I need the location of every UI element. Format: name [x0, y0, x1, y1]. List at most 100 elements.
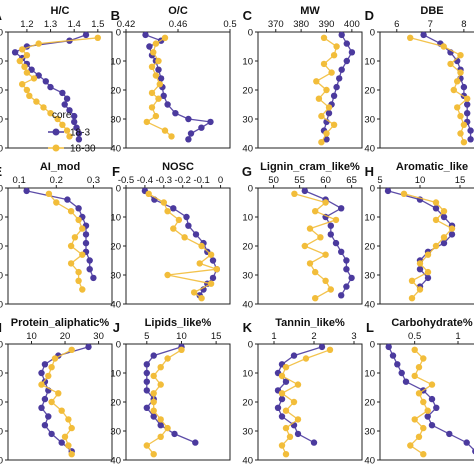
data-point-18-3 [28, 66, 35, 73]
y-tick-label: 10 [110, 213, 121, 224]
data-point-18-30 [55, 390, 62, 397]
data-point-18-30 [79, 286, 86, 293]
data-point-18-30 [157, 381, 164, 388]
y-tick-label: 0 [370, 28, 375, 39]
data-point-18-3 [192, 231, 200, 238]
data-point-18-30 [302, 355, 310, 362]
data-point-18-30 [440, 43, 447, 50]
data-point-18-3 [385, 343, 392, 351]
legend: core 18-3 18-30 [48, 110, 96, 155]
x-tick-label: -0.3 [156, 175, 172, 186]
data-point-18-30 [75, 268, 82, 276]
data-point-18-30 [155, 57, 162, 65]
data-point-18-30 [420, 355, 427, 362]
data-point-18-3 [183, 213, 190, 221]
data-point-18-3 [23, 187, 30, 195]
panel-title: Aromatic_like [396, 161, 468, 173]
series-line-18-30 [148, 193, 218, 299]
y-tick-label: 10 [110, 57, 121, 68]
data-point-18-3 [71, 118, 78, 126]
data-point-18-30 [420, 451, 427, 458]
data-point-18-3 [432, 205, 440, 212]
data-point-18-3 [164, 101, 171, 108]
y-tick-label: 10 [242, 213, 253, 224]
x-tick-label: 0.42 [117, 19, 136, 30]
data-point-18-3 [343, 57, 350, 65]
x-tick-label: 30 [93, 331, 104, 342]
y-tick-label: 30 [364, 115, 375, 126]
data-point-18-3 [428, 422, 436, 429]
x-tick-label: 6 [394, 19, 399, 30]
legend-title: core [52, 110, 72, 121]
y-tick-label: 0 [248, 340, 253, 351]
data-point-18-3 [389, 352, 397, 359]
data-point-18-30 [198, 242, 205, 250]
data-point-18-30 [148, 104, 156, 111]
y-tick-label: 40 [364, 456, 375, 467]
data-point-18-3 [343, 283, 350, 290]
data-point-18-3 [172, 110, 179, 117]
panel-label: A [0, 8, 3, 23]
panel-frame [379, 187, 474, 305]
data-point-18-30 [322, 199, 329, 206]
data-point-18-30 [312, 295, 319, 302]
legend-entry-label: 18-3 [70, 128, 90, 139]
y-tick-label: 10 [0, 213, 3, 224]
y-tick-label: 30 [110, 271, 121, 282]
y-tick-label: 10 [242, 369, 253, 380]
panel-label: G [242, 164, 252, 179]
y-tick-label: 40 [0, 144, 3, 155]
data-point-18-30 [330, 52, 338, 59]
data-point-18-3 [185, 115, 192, 123]
data-point-18-3 [85, 343, 92, 351]
data-point-18-3 [71, 112, 78, 120]
data-point-18-3 [38, 369, 45, 377]
data-point-18-3 [150, 352, 157, 359]
data-point-18-3 [198, 124, 205, 131]
y-tick-label: 40 [110, 300, 121, 311]
data-point-18-30 [21, 63, 28, 70]
data-point-18-30 [75, 216, 82, 224]
x-tick-label: 5 [377, 175, 382, 186]
data-point-18-3 [282, 378, 290, 385]
data-point-18-3 [86, 257, 93, 264]
data-point-18-30 [67, 260, 75, 267]
x-tick-label: 1.4 [68, 19, 81, 30]
y-tick-label: 0 [116, 184, 121, 195]
x-tick-label: 55 [294, 175, 305, 186]
panel-label: J [113, 320, 120, 335]
panel-b: B O/C 0.42 0.46 0.5 0 10 20 30 40 [110, 5, 236, 155]
data-point-18-30 [440, 234, 448, 241]
data-point-18-30 [327, 286, 334, 293]
y-tick-label: 30 [242, 115, 253, 126]
y-tick-label: 20 [364, 242, 375, 253]
y-tick-label: 0 [370, 184, 375, 195]
x-tick-label: 370 [268, 19, 284, 30]
data-point-18-3 [58, 439, 65, 446]
data-point-18-30 [148, 89, 156, 97]
data-point-18-3 [209, 257, 217, 264]
data-point-18-30 [150, 398, 157, 406]
panel-title: O/C [168, 5, 188, 17]
data-point-18-30 [157, 416, 164, 423]
data-point-18-30 [457, 112, 464, 120]
data-point-18-30 [325, 104, 333, 111]
y-tick-label: 30 [242, 427, 253, 438]
panel-title: H/C [51, 5, 70, 17]
data-point-18-3 [463, 439, 470, 446]
data-point-18-30 [301, 242, 308, 250]
data-point-18-3 [142, 31, 149, 39]
data-point-18-3 [325, 110, 333, 117]
data-point-18-30 [306, 260, 314, 267]
x-tick-label: 5 [144, 331, 149, 342]
y-tick-label: 10 [0, 369, 3, 380]
panel-label: B [111, 8, 120, 23]
data-point-18-30 [294, 416, 302, 423]
data-point-18-3 [146, 43, 153, 50]
data-point-18-3 [310, 439, 318, 446]
x-tick-label: -0.2 [175, 175, 191, 186]
x-tick-label: 7 [428, 19, 433, 30]
panel-frame [379, 343, 474, 461]
data-point-18-30 [322, 251, 329, 258]
